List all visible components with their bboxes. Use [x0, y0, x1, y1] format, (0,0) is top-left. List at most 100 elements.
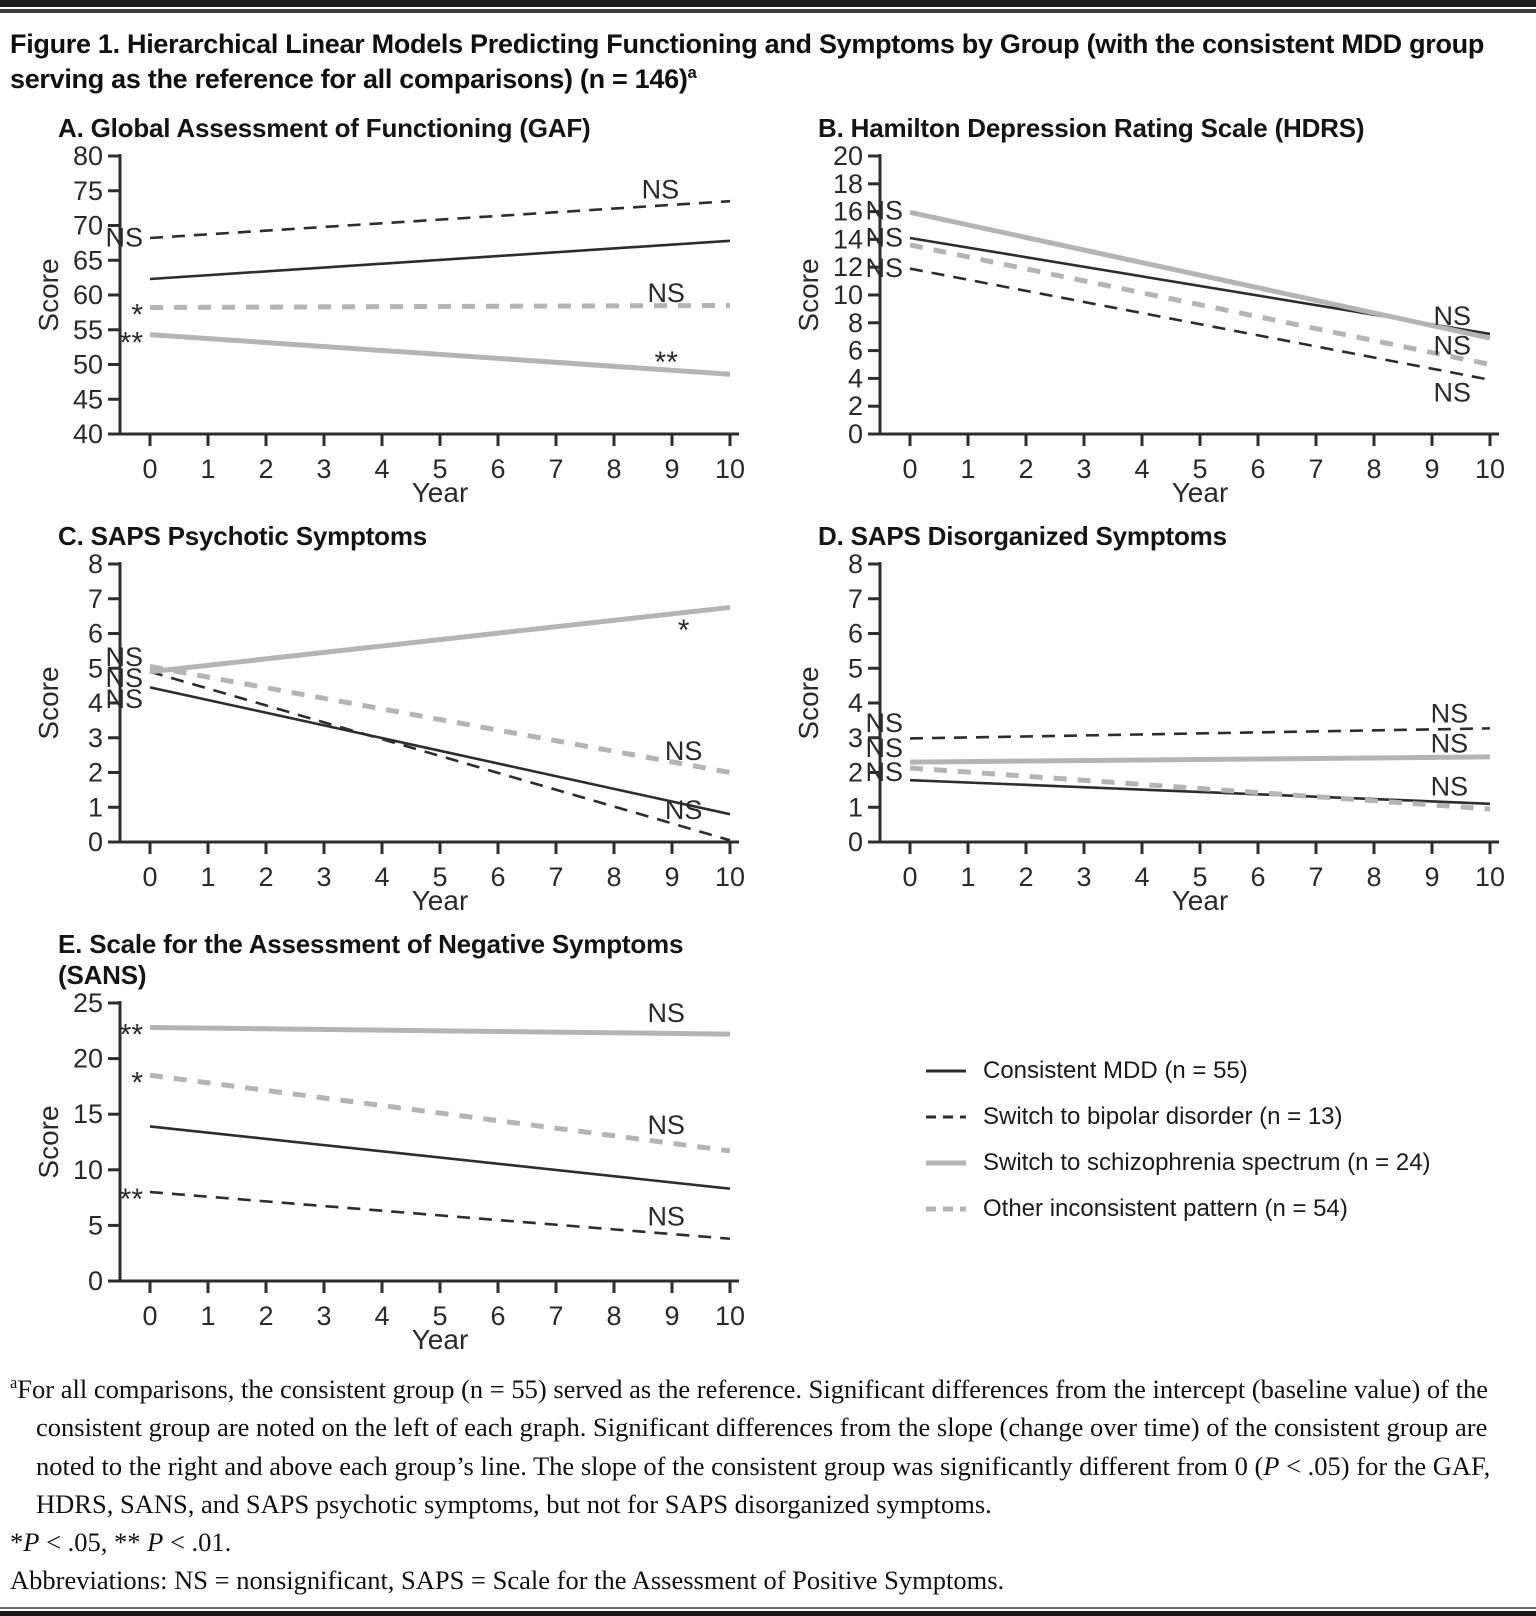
legend-item-other-inconsistent: Other inconsistent pattern (n = 54): [924, 1195, 1536, 1223]
ns-label: NS: [1431, 699, 1469, 729]
y-axis-label: Score: [33, 1106, 64, 1179]
series-line-switch-to-bipolar-disorder: [149, 670, 731, 842]
figure-title: Figure 1. Hierarchical Linear Models Pre…: [10, 27, 1522, 97]
significance-label: *: [131, 1066, 143, 1099]
x-axis-label: Year: [1172, 885, 1229, 916]
y-axis-label: Score: [793, 667, 824, 740]
svg-text:3: 3: [848, 723, 863, 753]
x-axis-label: Year: [1172, 477, 1229, 508]
ns-label: NS: [105, 663, 143, 693]
svg-text:9: 9: [664, 1301, 679, 1331]
series-line-switch-to-bipolar-disorder: [909, 727, 1491, 740]
svg-text:6: 6: [848, 619, 863, 649]
svg-text:10: 10: [1475, 454, 1505, 484]
svg-text:10: 10: [833, 280, 863, 310]
svg-text:10: 10: [73, 1155, 103, 1185]
series-line-switch-to-schizophrenia-spectrum: [909, 754, 1491, 765]
series-line-switch-to-schizophrenia-spectrum: [149, 1025, 731, 1037]
svg-text:40: 40: [73, 419, 103, 449]
panel-saps-psychotic-title: C. SAPS Psychotic Symptoms: [58, 521, 428, 552]
svg-text:9: 9: [664, 862, 679, 892]
series-line-switch-to-schizophrenia-spectrum: [149, 332, 731, 377]
panel-saps-psychotic: C. SAPS Psychotic Symptoms 0 1 2 3 4 5 6 7 8 0 1 2 3…: [8, 509, 768, 917]
axes: [868, 562, 1499, 855]
svg-text:4: 4: [374, 1301, 389, 1331]
tick-labels: 0 5 10 15 20 25 0 1 2 3 4 5 6 7 8 9 10: [73, 991, 745, 1331]
svg-text:5: 5: [1192, 454, 1207, 484]
svg-text:1: 1: [88, 792, 103, 822]
svg-text:1: 1: [960, 862, 975, 892]
panel-gaf: A. Global Assessment of Functioning (GAF…: [8, 101, 768, 509]
svg-text:10: 10: [715, 454, 745, 484]
legend-item-switch-bipolar: Switch to bipolar disorder (n = 13): [924, 1103, 1536, 1131]
ns-label: NS: [105, 642, 143, 672]
svg-text:6: 6: [1250, 862, 1265, 892]
svg-text:4: 4: [88, 688, 103, 718]
figure-footnote: aFor all comparisons, the consistent gro…: [10, 1370, 1524, 1599]
panel-hdrs-title: B. Hamilton Depression Rating Scale (HDR…: [818, 113, 1365, 144]
svg-text:6: 6: [490, 862, 505, 892]
svg-text:6: 6: [88, 619, 103, 649]
svg-text:14: 14: [833, 225, 863, 255]
svg-text:6: 6: [848, 336, 863, 366]
svg-text:0: 0: [142, 862, 157, 892]
svg-text:2: 2: [1018, 454, 1033, 484]
legend-item-switch-schizophrenia: Switch to schizophrenia spectrum (n = 24…: [924, 1149, 1536, 1177]
svg-text:1: 1: [960, 454, 975, 484]
ns-label: NS: [647, 278, 685, 308]
significance-label: **: [120, 1183, 144, 1216]
ns-label: NS: [665, 795, 703, 825]
svg-text:0: 0: [88, 1266, 103, 1296]
bottom-rule-thick: [0, 1611, 1536, 1616]
svg-text:4: 4: [374, 454, 389, 484]
series-line-consistent-mdd: [909, 779, 1491, 806]
svg-text:4: 4: [1134, 862, 1149, 892]
series-line-consistent-mdd: [149, 1125, 731, 1191]
svg-text:20: 20: [73, 1044, 103, 1074]
svg-text:75: 75: [73, 176, 103, 206]
svg-text:6: 6: [490, 1301, 505, 1331]
svg-text:3: 3: [1076, 862, 1091, 892]
series-line-consistent-mdd: [149, 239, 731, 281]
significance-label: **: [120, 326, 144, 359]
axes: [108, 562, 739, 855]
ns-label: NS: [105, 223, 143, 253]
svg-text:6: 6: [490, 454, 505, 484]
svg-text:0: 0: [142, 454, 157, 484]
svg-text:18: 18: [833, 169, 863, 199]
ns-label: NS: [865, 196, 903, 226]
panel-sans-title: E. Scale for the Assessment of Negative …: [58, 929, 684, 991]
panel-sans: E. Scale for the Assessment of Negative …: [8, 917, 768, 1356]
axes: [108, 154, 739, 447]
significance-label: *: [678, 614, 690, 647]
svg-text:3: 3: [88, 723, 103, 753]
series-line-switch-to-schizophrenia-spectrum: [149, 605, 731, 675]
svg-text:3: 3: [1076, 454, 1091, 484]
svg-text:20: 20: [833, 144, 863, 171]
svg-text:10: 10: [1475, 862, 1505, 892]
ns-label: NS: [647, 1202, 685, 1232]
ns-label: NS: [865, 708, 903, 738]
significance-label: **: [120, 1019, 144, 1052]
svg-text:2: 2: [258, 454, 273, 484]
tick-labels: 0 1 2 3 4 5 6 7 8 0 1 2 3 4 5 6 7 8 9 10: [88, 552, 745, 892]
svg-text:3: 3: [316, 454, 331, 484]
ns-label: NS: [1431, 728, 1469, 758]
panel-saps-disorganized-title: D. SAPS Disorganized Symptoms: [818, 521, 1227, 552]
x-axis-label: Year: [412, 885, 469, 916]
series-line-other-inconsistent-pattern: [909, 242, 1491, 368]
series-line-other-inconsistent-pattern: [149, 1072, 731, 1154]
svg-text:50: 50: [73, 350, 103, 380]
svg-text:5: 5: [88, 1211, 103, 1241]
svg-text:3: 3: [316, 862, 331, 892]
series-line-switch-to-schizophrenia-spectrum: [909, 210, 1491, 341]
svg-text:1: 1: [200, 862, 215, 892]
svg-text:25: 25: [73, 991, 103, 1018]
svg-text:10: 10: [715, 1301, 745, 1331]
svg-text:2: 2: [848, 391, 863, 421]
